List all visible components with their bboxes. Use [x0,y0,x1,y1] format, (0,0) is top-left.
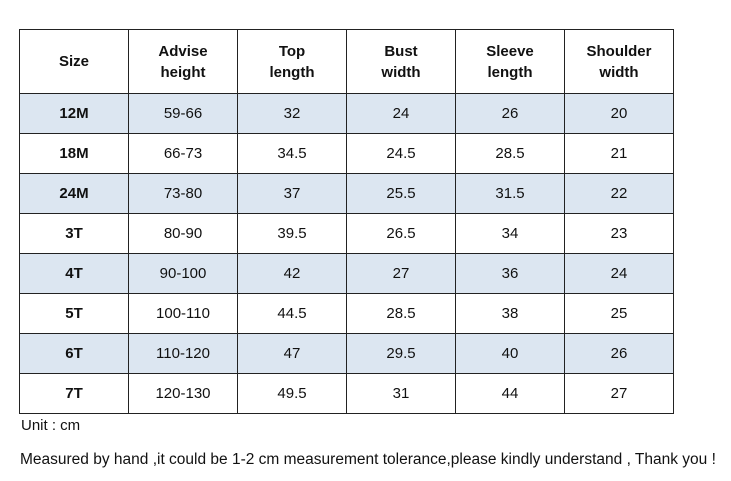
size-cell: 5T [19,293,129,334]
table-row: 12M 59-66 32 24 26 20 [19,93,674,134]
header-cell: Bust width [346,29,456,94]
table-cell: 24 [564,253,674,294]
size-cell: 7T [19,373,129,414]
header-cell: Size [19,29,129,94]
table-cell: 25.5 [346,173,456,214]
table-cell: 22 [564,173,674,214]
table-cell: 110-120 [128,333,238,374]
header-row: Size Advise height Top length Bust width Sle… [19,29,674,94]
table-cell: 26.5 [346,213,456,254]
table-cell: 44 [455,373,565,414]
table-cell: 36 [455,253,565,294]
header-cell: Advise height [128,29,238,94]
table-cell: 27 [346,253,456,294]
table-cell: 20 [564,93,674,134]
unit-note: Unit : cm [21,417,81,434]
table-cell: 38 [455,293,565,334]
table-cell: 39.5 [237,213,347,254]
table-cell: 24 [346,93,456,134]
table-cell: 26 [564,333,674,374]
table-cell: 25 [564,293,674,334]
table-row: 18M 66-73 34.5 24.5 28.5 21 [19,133,674,174]
header-text: Shoulder width [586,42,652,81]
table-cell: 66-73 [128,133,238,174]
header-text: Advise height [158,42,208,81]
size-cell: 12M [19,93,129,134]
table-cell: 34 [455,213,565,254]
header-text: Sleeve length [486,42,534,81]
table-cell: 31 [346,373,456,414]
table-body: Size Advise height Top length Bust width Sle… [19,29,674,414]
table-cell: 73-80 [128,173,238,214]
table-row: 4T 90-100 42 27 36 24 [19,253,674,294]
disclaimer: Measured by hand ,it could be 1-2 cm mea… [20,451,716,468]
size-cell: 3T [19,213,129,254]
table-cell: 28.5 [455,133,565,174]
table-cell: 32 [237,93,347,134]
header-cell: Sleeve length [455,29,565,94]
table-cell: 29.5 [346,333,456,374]
table-cell: 27 [564,373,674,414]
table-cell: 28.5 [346,293,456,334]
table-row: 3T 80-90 39.5 26.5 34 23 [19,213,674,254]
size-cell: 4T [19,253,129,294]
header-cell: Top length [237,29,347,94]
table-cell: 42 [237,253,347,294]
table-cell: 49.5 [237,373,347,414]
header-cell: Shoulder width [564,29,674,94]
table-cell: 40 [455,333,565,374]
table-cell: 100-110 [128,293,238,334]
table-cell: 47 [237,333,347,374]
table-row: 6T 110-120 47 29.5 40 26 [19,333,674,374]
size-table: Size Advise height Top length Bust width Sle… [19,29,674,414]
header-text: Bust width [381,42,421,81]
table-cell: 31.5 [455,173,565,214]
table-cell: 90-100 [128,253,238,294]
size-cell: 6T [19,333,129,374]
size-cell: 24M [19,173,129,214]
header-text: Size [58,53,89,70]
table-cell: 23 [564,213,674,254]
table-cell: 44.5 [237,293,347,334]
header-text: Top length [269,42,315,81]
table-row: 5T 100-110 44.5 28.5 38 25 [19,293,674,334]
table-cell: 120-130 [128,373,238,414]
table-cell: 80-90 [128,213,238,254]
size-cell: 18M [19,133,129,174]
table-cell: 37 [237,173,347,214]
table-cell: 21 [564,133,674,174]
table-cell: 59-66 [128,93,238,134]
table-cell: 26 [455,93,565,134]
table-cell: 24.5 [346,133,456,174]
table-cell: 34.5 [237,133,347,174]
table-row: 24M 73-80 37 25.5 31.5 22 [19,173,674,214]
table-row: 7T 120-130 49.5 31 44 27 [19,373,674,414]
